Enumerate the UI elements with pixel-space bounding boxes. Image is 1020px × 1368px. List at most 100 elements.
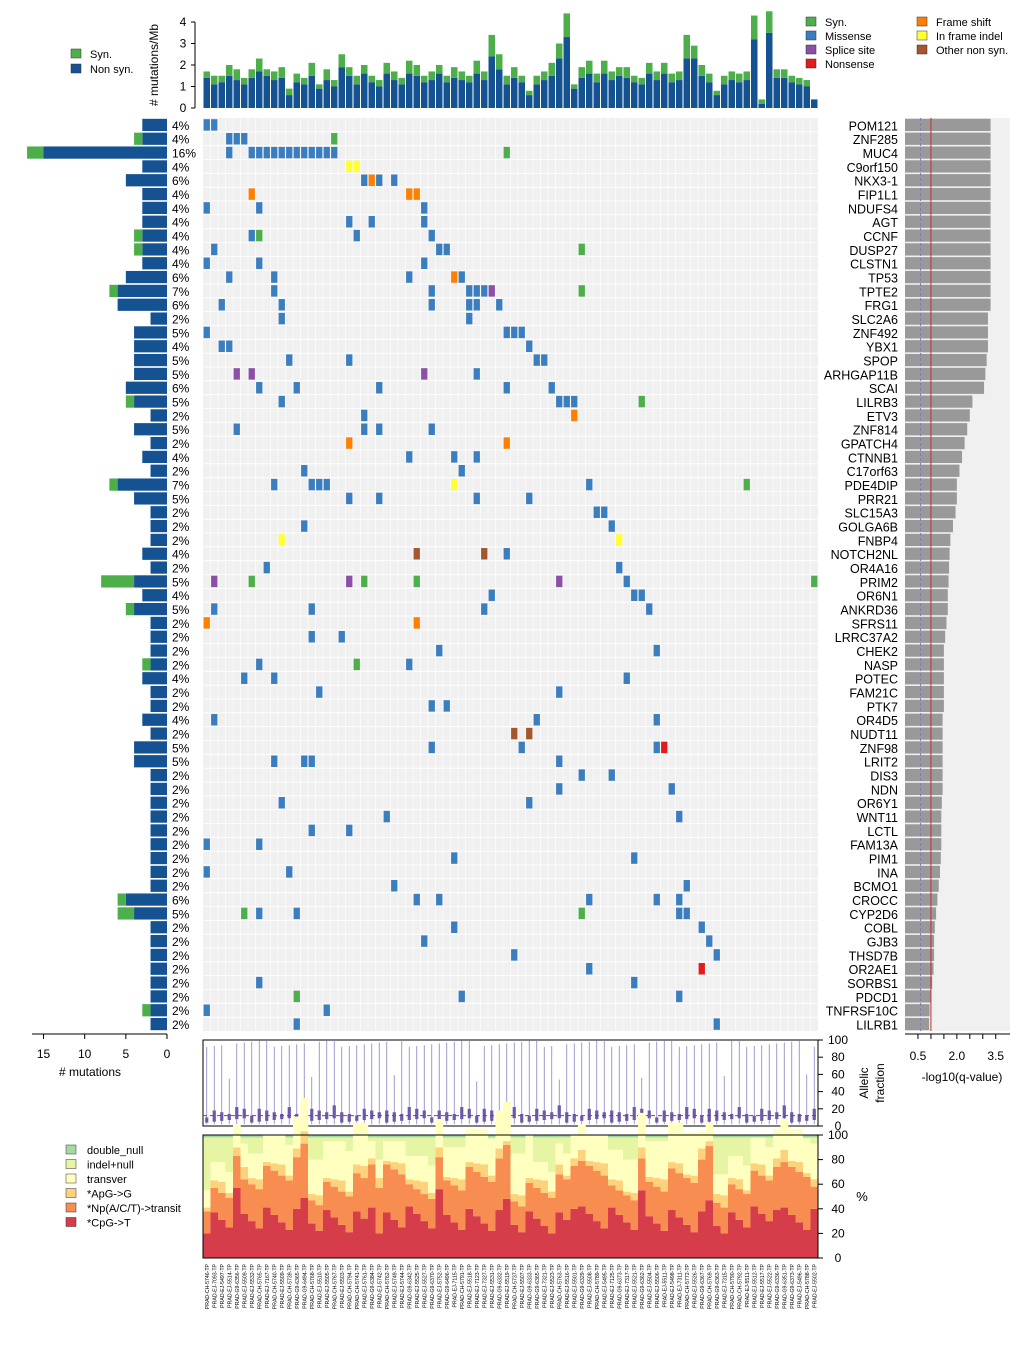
rate-bar-nonsyn: [601, 73, 608, 108]
spectrum-segment: [315, 1195, 324, 1206]
spectrum-segment: [428, 1165, 436, 1193]
rate-bar-nonsyn: [458, 80, 465, 108]
spectrum-segment: [345, 1196, 354, 1233]
count-bar-nonsyn: [150, 312, 167, 325]
spectrum-segment: [353, 1164, 361, 1174]
qvalue-bar: [905, 948, 935, 962]
count-bar-nonsyn: [150, 948, 167, 962]
spectrum-segment: [360, 1165, 369, 1179]
rate-bar-nonsyn: [346, 75, 353, 108]
rate-bar-nonsyn: [211, 84, 218, 108]
gene-percent: 5%: [172, 326, 190, 340]
allelic-box: [580, 1115, 584, 1121]
spectrum-segment: [390, 1141, 399, 1163]
spectrum-segment: [368, 1164, 376, 1208]
allelic-box: [475, 1115, 479, 1123]
sample-label: PRAD-EJ-5761-TP: [362, 1263, 368, 1307]
mutation-cell: [676, 893, 683, 906]
count-bar-nonsyn: [43, 146, 167, 159]
mutation-cell: [443, 243, 450, 256]
spectrum-segment: [368, 1158, 376, 1165]
spectrum-segment: [330, 1186, 339, 1218]
sample-label: PRAD-EJ-5503-TP: [340, 1263, 346, 1307]
rate-bar-nonsyn: [706, 82, 713, 108]
count-bar-nonsyn: [150, 879, 167, 892]
qvalue-bar: [905, 519, 953, 533]
mutation-cell: [548, 382, 555, 394]
qvalue-bar: [905, 644, 944, 657]
sample-label: PRAD-EJ-7125-TP: [610, 1263, 616, 1307]
count-bar-nonsyn: [142, 132, 167, 145]
mutation-cell: [436, 893, 443, 906]
spectrum-segment: [630, 1135, 639, 1138]
spectrum-tick-label: 20: [831, 1226, 845, 1240]
gene-label: FRG1: [865, 299, 898, 313]
allelic-box: [670, 1112, 674, 1121]
allelic-box: [610, 1110, 614, 1123]
sample-label: PRAD-EJ-5495-TP: [602, 1263, 608, 1307]
spectrum-segment: [270, 1214, 279, 1258]
spectrum-segment: [570, 1208, 579, 1258]
spectrum-segment: [608, 1207, 616, 1258]
mutation-cell: [256, 658, 263, 671]
mutation-cell: [308, 478, 315, 491]
rate-bar-syn: [646, 62, 653, 74]
spectrum-segment: [773, 1210, 781, 1258]
rate-bar-nonsyn: [383, 73, 390, 108]
gene-label: FAM21C: [849, 687, 898, 701]
gene-label: CTNNB1: [848, 451, 898, 465]
spectrum-segment: [390, 1137, 399, 1142]
gene-percent: 2%: [172, 1018, 190, 1032]
mutation-cell: [428, 423, 435, 435]
spectrum-segment: [683, 1132, 691, 1175]
allelic-box: [362, 1108, 366, 1120]
mutation-cell: [623, 672, 630, 684]
mutation-cell: [256, 229, 263, 242]
spectrum-segment: [720, 1207, 729, 1234]
gene-percent: 4%: [172, 188, 190, 202]
count-bar-nonsyn: [150, 768, 167, 782]
spectrum-segment: [593, 1221, 601, 1258]
mutation-cell: [346, 824, 353, 837]
spectrum-segment: [495, 1110, 504, 1149]
mutation-cell: [533, 714, 540, 726]
spectrum-segment: [278, 1175, 286, 1223]
spectrum-segment: [248, 1221, 256, 1258]
legend-swatch: [70, 48, 82, 59]
spectrum-segment: [255, 1179, 264, 1190]
gene-labels: POM121ZNF285MUC4C9orf150NKX3-1FIP1L1NDUF…: [824, 119, 899, 1032]
spectrum-segment: [518, 1135, 526, 1138]
rate-bar-nonsyn: [398, 84, 405, 108]
spectrum-segment: [555, 1174, 564, 1213]
rate-bar-nonsyn: [758, 103, 765, 108]
gene-label: LRIT2: [864, 756, 898, 770]
spectrum-segment: [765, 1137, 774, 1148]
sample-label: PRAD-EJ-5527-TP: [422, 1263, 428, 1307]
mutation-cell: [503, 548, 510, 560]
count-bar-nonsyn: [142, 187, 167, 201]
mutation-cell: [676, 907, 683, 920]
rate-bar-syn: [743, 71, 750, 81]
mutation-cell: [593, 506, 600, 518]
count-bar-nonsyn: [125, 893, 167, 906]
rate-bar-syn: [428, 71, 435, 81]
gene-percent: 5%: [172, 396, 190, 410]
spectrum-segment: [585, 1165, 594, 1214]
spectrum-segment: [353, 1122, 361, 1165]
rate-bar-nonsyn: [646, 73, 653, 108]
gene-label: TPTE2: [859, 285, 898, 299]
qvalue-bar: [905, 146, 991, 159]
rate-bar-nonsyn: [728, 80, 735, 108]
spectrum-segment: [810, 1135, 819, 1138]
mutation-cell: [331, 146, 338, 159]
spectrum-segment: [735, 1137, 744, 1156]
spectrum-segment: [630, 1159, 639, 1193]
rate-bar-nonsyn: [316, 88, 323, 108]
spectrum-segment: [780, 1119, 789, 1150]
spectrum-segment: [503, 1144, 511, 1199]
spectrum-segment: [255, 1153, 264, 1180]
rate-bar-nonsyn: [323, 80, 330, 108]
matrix-cells: [203, 119, 818, 1030]
spectrum-segment: [390, 1219, 399, 1258]
spectrum-segment: [548, 1137, 556, 1172]
